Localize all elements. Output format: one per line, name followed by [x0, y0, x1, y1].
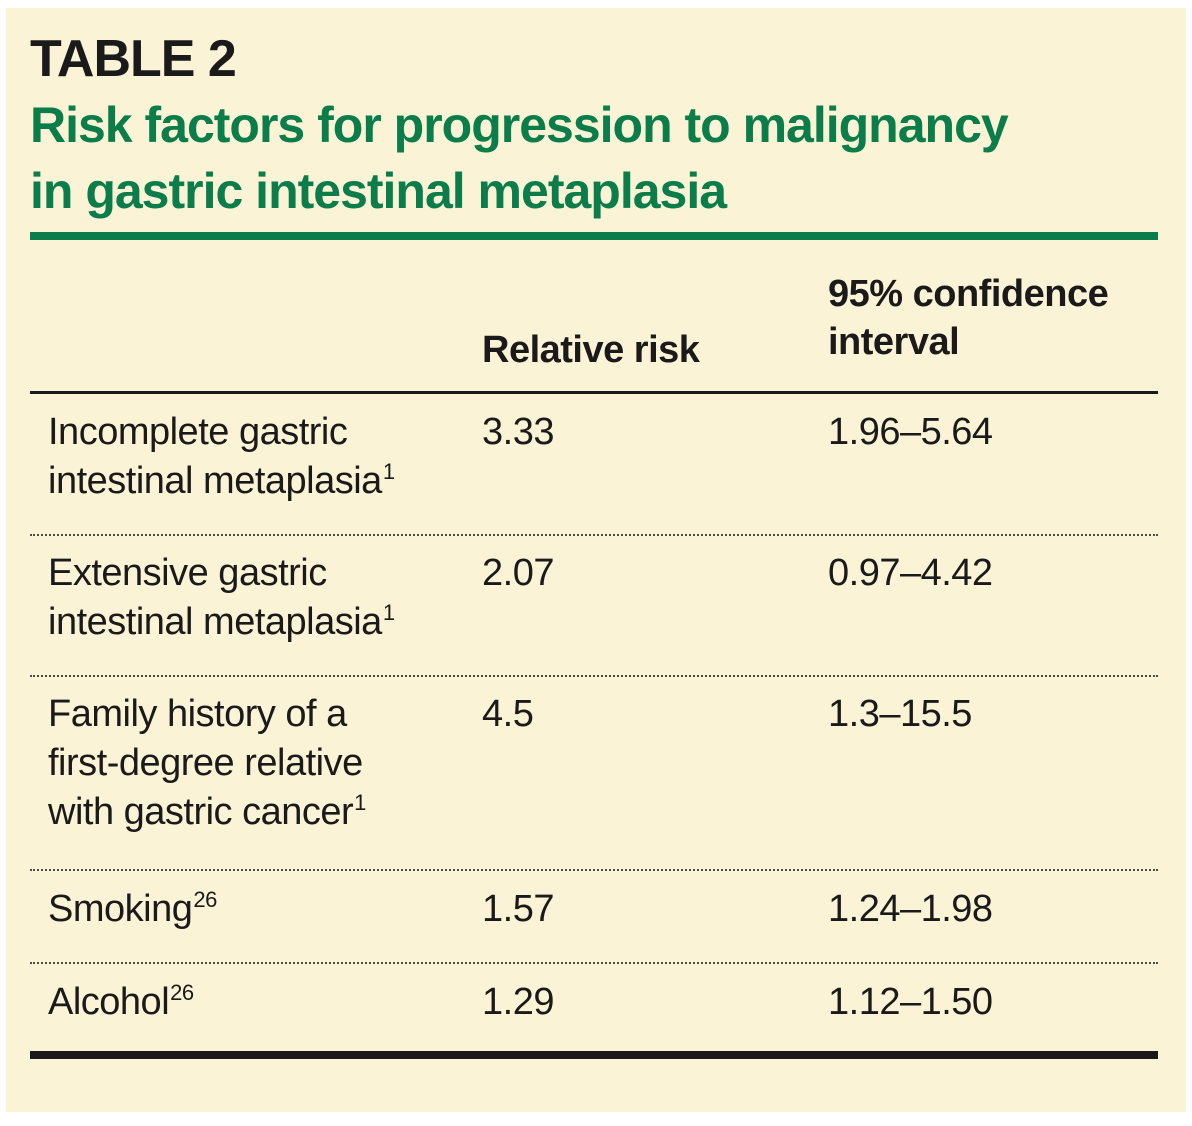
table-title-line-2: in gastric intestinal metaplasia [30, 163, 727, 219]
row-divider-3 [30, 869, 1158, 871]
row-4-relative-risk: 1.57 [482, 888, 554, 930]
row-2-factor: Extensive gastric intestinal metaplasia1 [48, 549, 468, 647]
row-5-relative-risk: 1.29 [482, 981, 554, 1023]
row-2-factor-line-2: intestinal metaplasia1 [48, 600, 395, 643]
table-title: Risk factors for progression to malignan… [30, 92, 1170, 224]
row-5-factor: Alcohol26 [48, 978, 468, 1027]
row-divider-4 [30, 962, 1158, 964]
row-divider-2 [30, 675, 1158, 677]
header-rule [30, 391, 1158, 394]
column-header-ci-line-1: 95% confidence [828, 273, 1109, 315]
row-3-factor: Family history of a first-degree relativ… [48, 690, 468, 837]
row-1-factor-line-2: intestinal metaplasia1 [48, 459, 395, 502]
row-divider-1 [30, 534, 1158, 536]
row-1-confidence-interval: 1.96–5.64 [828, 411, 993, 453]
row-2-factor-line-1: Extensive gastric [48, 552, 327, 594]
title-rule [30, 232, 1158, 240]
column-header-confidence-interval: 95% confidence interval [828, 270, 1109, 366]
row-5-confidence-interval: 1.12–1.50 [828, 981, 993, 1023]
row-4-factor-line-1: Smoking26 [48, 887, 217, 930]
row-5-factor-line-1: Alcohol26 [48, 980, 194, 1023]
row-4-reference: 26 [193, 887, 217, 912]
row-2-relative-risk: 2.07 [482, 552, 554, 594]
row-5-reference: 26 [170, 980, 194, 1005]
row-3-factor-line-1: Family history of a [48, 693, 347, 735]
table-title-line-1: Risk factors for progression to malignan… [30, 97, 1009, 153]
row-3-factor-line-3: with gastric cancer1 [48, 790, 366, 833]
row-3-factor-line-2: first-degree relative [48, 742, 363, 784]
row-3-relative-risk: 4.5 [482, 693, 534, 735]
row-2-confidence-interval: 0.97–4.42 [828, 552, 993, 594]
column-header-relative-risk: Relative risk [482, 329, 700, 371]
row-1-relative-risk: 3.33 [482, 411, 554, 453]
bottom-rule [30, 1051, 1158, 1059]
table-panel: TABLE 2 Risk factors for progression to … [6, 8, 1186, 1112]
row-4-confidence-interval: 1.24–1.98 [828, 888, 993, 930]
row-3-reference: 1 [354, 790, 366, 815]
row-1-factor: Incomplete gastric intestinal metaplasia… [48, 408, 468, 506]
row-4-factor: Smoking26 [48, 885, 468, 934]
row-2-reference: 1 [382, 600, 395, 625]
row-1-reference: 1 [382, 459, 395, 484]
column-header-ci-line-2: interval [828, 321, 960, 363]
table-label: TABLE 2 [30, 30, 237, 88]
row-3-confidence-interval: 1.3–15.5 [828, 693, 972, 735]
row-1-factor-line-1: Incomplete gastric [48, 411, 348, 453]
